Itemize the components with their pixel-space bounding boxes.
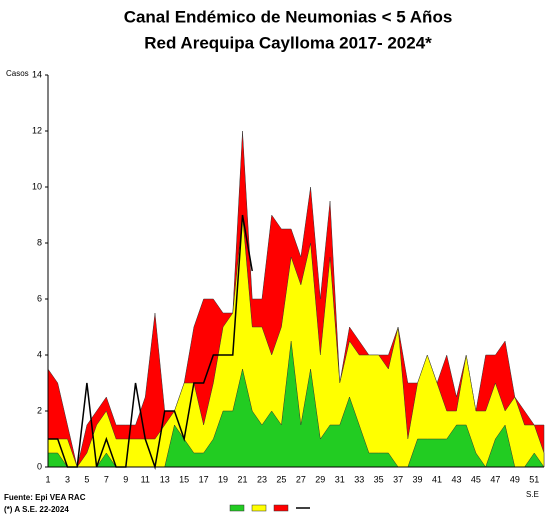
y-tick-label: 12 [32,125,42,135]
x-tick-label: 37 [393,474,403,484]
x-tick-label: 47 [490,474,500,484]
x-tick-label: 15 [179,474,189,484]
x-tick-label: 5 [84,474,89,484]
footnote: (*) A S.E. 22-2024 [4,505,69,514]
chart-title: Canal Endémico de Neumonias < 5 Años [124,7,453,26]
y-tick-label: 6 [37,293,42,303]
x-tick-label: 29 [315,474,325,484]
x-tick-label: 49 [510,474,520,484]
x-tick-label: 1 [45,474,50,484]
x-tick-label: 21 [238,474,248,484]
x-axis-label: S.E [526,490,539,499]
x-tick-label: 11 [141,474,150,484]
x-tick-label: 25 [276,474,286,484]
x-tick-label: 13 [160,474,170,484]
x-tick-label: 31 [335,474,345,484]
x-tick-label: 9 [123,474,128,484]
x-tick-label: 7 [104,474,109,484]
y-tick-label: 10 [32,181,42,191]
y-tick-label: 0 [37,461,42,471]
line [48,214,253,470]
y-tick-label: 14 [32,69,42,79]
legend [229,504,310,512]
x-tick-label: 27 [296,474,306,484]
legend-swatch [251,504,267,512]
y-tick-label: 2 [37,405,42,415]
x-tick-label: 35 [374,474,384,484]
x-tick-label: 3 [65,474,70,484]
x-tick-label: 19 [218,474,228,484]
x-tick-label: 45 [471,474,481,484]
x-tick-label: 43 [451,474,461,484]
legend-swatch [273,504,289,512]
x-tick-label: 23 [257,474,267,484]
y-tick-label: 8 [37,237,42,247]
source: Fuente: Epi VEA RAC [4,493,86,502]
x-tick-label: 17 [199,474,209,484]
x-tick-label: 33 [354,474,364,484]
chart-subtitle: Red Arequipa Caylloma 2017- 2024* [144,33,432,52]
x-tick-label: 51 [529,474,539,484]
x-tick-label: 41 [432,474,442,484]
y-axis-label: Casos [6,69,29,78]
area [47,214,545,468]
y-tick-label: 4 [37,349,42,359]
legend-swatch [229,504,245,512]
x-tick-label: 39 [413,474,423,484]
